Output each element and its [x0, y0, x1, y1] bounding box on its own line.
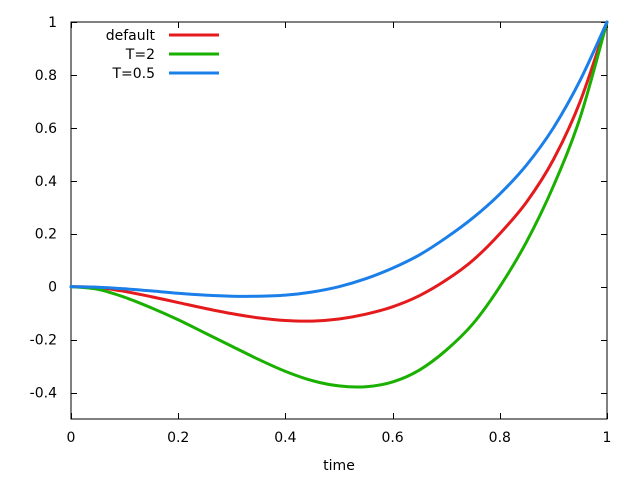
series-lines — [69, 20, 609, 389]
y-tick-label: 0.2 — [35, 227, 57, 243]
x-axis-label: time — [323, 458, 355, 474]
x-axis-ticks: 0 0.2 0.4 0.6 0.8 1 — [67, 22, 612, 446]
y-tick-label: -0.4 — [30, 386, 57, 402]
y-tick-label: 0.6 — [35, 121, 57, 137]
x-tick-label: 0.4 — [274, 430, 296, 446]
y-tick-label: 0.8 — [35, 68, 57, 84]
plot-frame-group — [70, 21, 608, 420]
y-tick-label: -0.2 — [30, 333, 57, 349]
y-tick-label: 0 — [48, 280, 57, 296]
x-tick-label: 1 — [603, 430, 612, 446]
x-tick-label: 0.2 — [167, 430, 189, 446]
y-axis-ticks: -0.4 -0.2 0 0.2 0.4 0.6 0.8 1 — [30, 15, 607, 402]
plot-frame — [70, 21, 608, 420]
legend: default T=2 T=0.5 — [106, 28, 219, 82]
series-line-default — [69, 20, 609, 323]
y-tick-label: 1 — [48, 15, 57, 31]
x-tick-label: 0.8 — [489, 430, 511, 446]
legend-label-default: default — [106, 28, 156, 44]
series-line-t-0-5 — [69, 20, 609, 298]
series-line-t-2 — [69, 20, 609, 389]
x-tick-label: 0 — [67, 430, 76, 446]
legend-label-t-0-5: T=0.5 — [111, 66, 155, 82]
x-tick-label: 0.6 — [381, 430, 403, 446]
y-tick-label: 0.4 — [35, 174, 57, 190]
legend-label-t-2: T=2 — [125, 47, 155, 63]
